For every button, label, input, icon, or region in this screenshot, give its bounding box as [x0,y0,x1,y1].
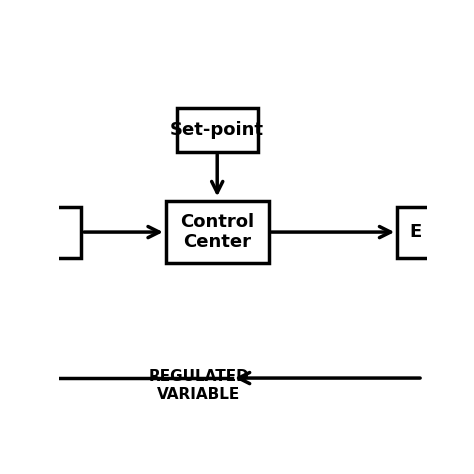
FancyBboxPatch shape [397,207,434,258]
Text: Set-point: Set-point [170,121,264,139]
Text: REGULATED
VARIABLE: REGULATED VARIABLE [148,369,249,401]
FancyBboxPatch shape [45,207,82,258]
FancyBboxPatch shape [166,201,269,263]
FancyBboxPatch shape [177,108,258,152]
Text: Control
Center: Control Center [180,213,254,252]
Text: E: E [410,223,422,241]
